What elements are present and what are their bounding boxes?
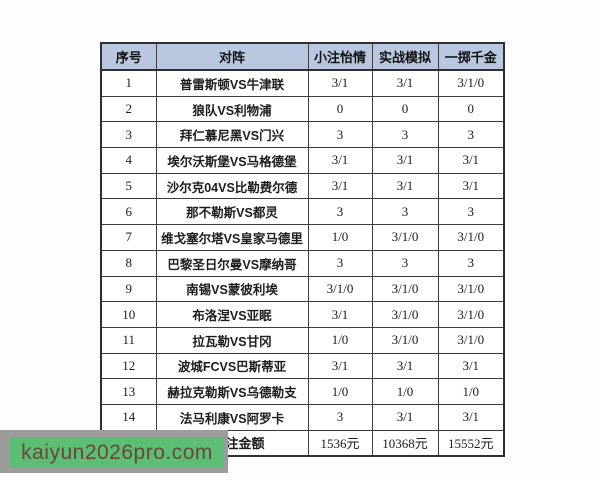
watermark: kaiyun2026pro.com — [10, 437, 224, 468]
total-simulation: 10368元 — [371, 429, 439, 457]
big-bet-value: 3/1 — [437, 172, 505, 200]
matchup-name: 南锡VS蒙彼利埃 — [155, 275, 309, 303]
row-number: 2 — [100, 95, 157, 123]
row-number: 6 — [100, 198, 157, 226]
row-number: 7 — [100, 224, 157, 251]
small-bet-value: 3/1 — [307, 352, 373, 380]
small-bet-value: 0 — [307, 95, 373, 123]
simulation-value: 3/1 — [371, 352, 439, 380]
matchup-name: 法马利康VS阿罗卡 — [155, 403, 309, 431]
big-bet-value: 3/1 — [437, 147, 505, 174]
table-row: 12 波城FCVS巴斯蒂亚 3/1 3/1 3/1 — [100, 352, 505, 380]
table-body: 1 普雷斯顿VS牛津联 3/1 3/1 3/1/0 2 狼队VS利物浦 0 0 … — [100, 69, 505, 431]
simulation-value: 3 — [371, 198, 439, 226]
total-small-bet: 1536元 — [307, 429, 373, 457]
small-bet-value: 3/1/0 — [307, 275, 373, 303]
betting-predictions-table: 序号 对阵 小注怡情 实战模拟 一掷千金 1 普雷斯顿VS牛津联 3/1 3/1… — [100, 42, 505, 458]
simulation-value: 3/1/0 — [371, 224, 439, 251]
matchup-name: 布洛涅VS亚眠 — [155, 301, 309, 328]
big-bet-value: 3/1/0 — [437, 69, 505, 97]
simulation-value: 3/1 — [371, 147, 439, 174]
matchup-name: 维戈塞尔塔VS皇家马德里 — [155, 224, 309, 251]
table-row: 10 布洛涅VS亚眠 3/1 3/1/0 3/1/0 — [100, 301, 505, 328]
total-big-bet: 15552元 — [437, 429, 505, 457]
header-col-matchup: 对阵 — [155, 42, 309, 71]
big-bet-value: 3/1/0 — [437, 224, 505, 251]
table-header: 序号 对阵 小注怡情 实战模拟 一掷千金 — [100, 42, 505, 71]
big-bet-value: 3/1 — [437, 403, 505, 431]
matchup-name: 拉瓦勒VS甘冈 — [155, 326, 309, 354]
table-row: 4 埃尔沃斯堡VS马格德堡 3/1 3/1 3/1 — [100, 147, 505, 174]
big-bet-value: 3 — [437, 198, 505, 226]
big-bet-value: 3/1/0 — [437, 301, 505, 328]
matchup-name: 波城FCVS巴斯蒂亚 — [155, 352, 309, 380]
small-bet-value: 3/1 — [307, 147, 373, 174]
row-number: 8 — [100, 249, 157, 277]
table-row: 8 巴黎圣日尔曼VS摩纳哥 3 3 3 — [100, 249, 505, 277]
row-number: 10 — [100, 301, 157, 328]
row-number: 11 — [100, 326, 157, 354]
table-row: 5 沙尔克04VS比勒费尔德 3/1 3/1 3/1 — [100, 172, 505, 200]
simulation-value: 3/1/0 — [371, 275, 439, 303]
table-row: 9 南锡VS蒙彼利埃 3/1/0 3/1/0 3/1/0 — [100, 275, 505, 303]
matchup-name: 赫拉克勒斯VS乌德勒支 — [155, 378, 309, 405]
simulation-value: 1/0 — [371, 378, 439, 405]
watermark-url-text: kaiyun2026pro.com — [21, 440, 213, 464]
simulation-value: 0 — [371, 95, 439, 123]
small-bet-value: 3 — [307, 121, 373, 149]
big-bet-value: 1/0 — [437, 378, 505, 405]
row-number: 9 — [100, 275, 157, 303]
matchup-name: 沙尔克04VS比勒费尔德 — [155, 172, 309, 200]
small-bet-value: 3 — [307, 403, 373, 431]
header-col-small-bet: 小注怡情 — [307, 42, 373, 71]
row-number: 1 — [100, 69, 157, 97]
small-bet-value: 3/1 — [307, 172, 373, 200]
small-bet-value: 1/0 — [307, 224, 373, 251]
row-number: 13 — [100, 378, 157, 405]
simulation-value: 3/1/0 — [371, 326, 439, 354]
simulation-value: 3/1/0 — [371, 301, 439, 328]
matchup-name: 巴黎圣日尔曼VS摩纳哥 — [155, 249, 309, 277]
row-number: 4 — [100, 147, 157, 174]
simulation-value: 3/1 — [371, 69, 439, 97]
small-bet-value: 3 — [307, 249, 373, 277]
small-bet-value: 3/1 — [307, 69, 373, 97]
table-row: 11 拉瓦勒VS甘冈 1/0 3/1/0 3/1/0 — [100, 326, 505, 354]
matchup-name: 那不勒斯VS都灵 — [155, 198, 309, 226]
simulation-value: 3/1 — [371, 172, 439, 200]
simulation-value: 3 — [371, 121, 439, 149]
table-row: 1 普雷斯顿VS牛津联 3/1 3/1 3/1/0 — [100, 69, 505, 97]
matchup-name: 狼队VS利物浦 — [155, 95, 309, 123]
table-row: 14 法马利康VS阿罗卡 3 3/1 3/1 — [100, 403, 505, 431]
header-col-big-bet: 一掷千金 — [437, 42, 505, 71]
header-col-simulation: 实战模拟 — [371, 42, 439, 71]
table-row: 7 维戈塞尔塔VS皇家马德里 1/0 3/1/0 3/1/0 — [100, 224, 505, 251]
row-number: 14 — [100, 403, 157, 431]
header-col-number: 序号 — [100, 42, 157, 71]
small-bet-value: 1/0 — [307, 378, 373, 405]
big-bet-value: 3/1/0 — [437, 326, 505, 354]
table-row: 6 那不勒斯VS都灵 3 3 3 — [100, 198, 505, 226]
big-bet-value: 0 — [437, 95, 505, 123]
table-row: 2 狼队VS利物浦 0 0 0 — [100, 95, 505, 123]
row-number: 5 — [100, 172, 157, 200]
table-row: 3 拜仁慕尼黑VS门兴 3 3 3 — [100, 121, 505, 149]
row-number: 3 — [100, 121, 157, 149]
table-row: 13 赫拉克勒斯VS乌德勒支 1/0 1/0 1/0 — [100, 378, 505, 405]
small-bet-value: 1/0 — [307, 326, 373, 354]
matchup-name: 埃尔沃斯堡VS马格德堡 — [155, 147, 309, 174]
simulation-value: 3/1 — [371, 403, 439, 431]
header-row: 序号 对阵 小注怡情 实战模拟 一掷千金 — [100, 42, 505, 71]
matchup-name: 拜仁慕尼黑VS门兴 — [155, 121, 309, 149]
small-bet-value: 3/1 — [307, 301, 373, 328]
matchup-name: 普雷斯顿VS牛津联 — [155, 69, 309, 97]
big-bet-value: 3 — [437, 249, 505, 277]
row-number: 12 — [100, 352, 157, 380]
small-bet-value: 3 — [307, 198, 373, 226]
simulation-value: 3 — [371, 249, 439, 277]
big-bet-value: 3/1/0 — [437, 275, 505, 303]
big-bet-value: 3/1 — [437, 352, 505, 380]
big-bet-value: 3 — [437, 121, 505, 149]
